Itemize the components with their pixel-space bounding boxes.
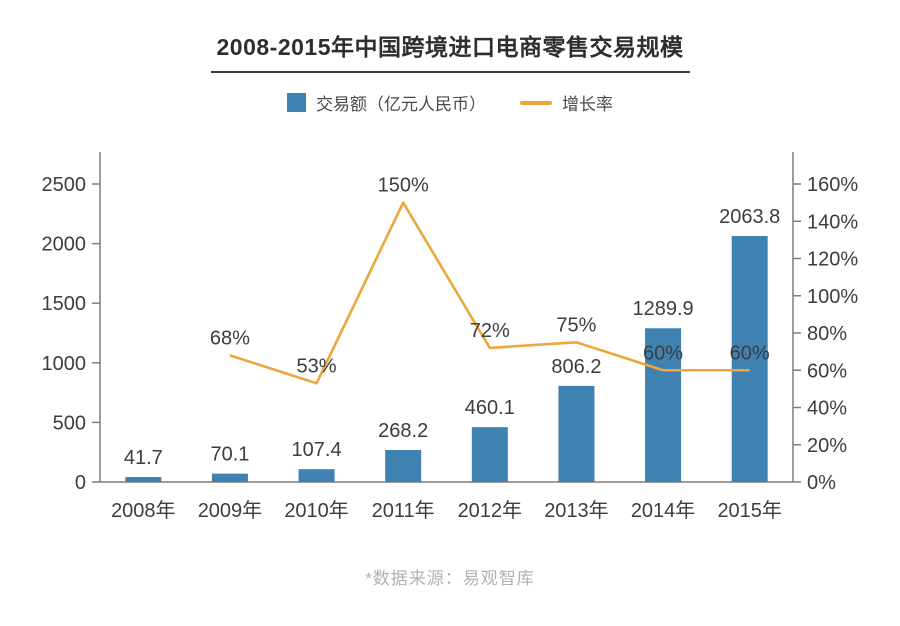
- title-block: 2008-2015年中国跨境进口电商零售交易规模: [0, 28, 900, 73]
- data-source-note: *数据来源：易观智库: [365, 569, 535, 588]
- right-axis-tick-label: 0%: [807, 472, 836, 494]
- growth-rate-label: 68%: [210, 327, 250, 349]
- bar: [731, 235, 768, 482]
- bar: [211, 473, 248, 482]
- bar-value-label: 107.4: [292, 439, 342, 461]
- x-tick-label: 2011年: [372, 499, 435, 522]
- growth-rate-label: 60%: [730, 342, 770, 364]
- left-axis-tick-label: 1500: [42, 293, 87, 315]
- right-axis-tick-label: 60%: [807, 360, 847, 382]
- bar-series-label: 交易额（亿元人民币）: [316, 95, 486, 114]
- bar: [385, 450, 422, 482]
- right-axis-tick-label: 160%: [807, 174, 858, 196]
- left-axis-tick-label: 2500: [42, 174, 87, 196]
- bar: [645, 328, 682, 482]
- legend-item-line: 增长率: [520, 90, 613, 115]
- bar-value-label: 70.1: [210, 444, 249, 466]
- left-axis-tick-label: 2000: [42, 234, 87, 256]
- bar-value-label: 268.2: [378, 420, 428, 442]
- right-axis-tick-label: 120%: [807, 249, 858, 271]
- growth-rate-label: 60%: [643, 342, 683, 364]
- right-axis-tick-label: 100%: [807, 286, 858, 308]
- right-axis-tick-label: 140%: [807, 211, 858, 233]
- bar: [125, 477, 162, 482]
- growth-rate-label: 53%: [297, 355, 337, 377]
- bar-value-label: 460.1: [465, 397, 515, 419]
- line-series-label: 增长率: [562, 95, 613, 114]
- left-axis-tick-label: 500: [53, 412, 86, 434]
- growth-rate-line: [229, 201, 750, 385]
- legend: 交易额（亿元人民币） 增长率: [0, 90, 900, 115]
- bar: [298, 469, 335, 482]
- x-tick-label: 2013年: [544, 499, 609, 522]
- bar-value-label: 1289.9: [632, 298, 693, 320]
- left-axis-tick-label: 0: [75, 472, 86, 494]
- right-axis-tick-label: 20%: [807, 435, 847, 457]
- left-axis-tick-label: 1000: [42, 353, 87, 375]
- growth-rate-label: 150%: [378, 175, 429, 197]
- right-axis-tick-label: 40%: [807, 398, 847, 420]
- legend-item-bars: 交易额（亿元人民币）: [287, 90, 486, 115]
- bar-value-label: 41.7: [124, 447, 163, 469]
- page-title: 2008-2015年中国跨境进口电商零售交易规模: [210, 28, 690, 73]
- bar-value-label: 2063.8: [719, 206, 780, 228]
- right-axis-tick-label: 80%: [807, 323, 847, 345]
- x-tick-label: 2015年: [717, 499, 782, 522]
- bar: [471, 427, 508, 482]
- x-tick-label: 2009年: [198, 499, 263, 522]
- growth-rate-label: 75%: [556, 314, 596, 336]
- line-series-swatch: [520, 100, 552, 105]
- growth-rate-label: 72%: [470, 320, 510, 342]
- x-tick-label: 2014年: [631, 499, 696, 522]
- bar: [558, 385, 595, 482]
- bar-line-chart: 0 500 1000 1500 2000 2500 0% 20% 40% 60% 80% 100% 12…: [42, 152, 858, 522]
- bar-value-label: 806.2: [551, 356, 601, 378]
- x-tick-label: 2012年: [458, 499, 523, 522]
- x-tick-label: 2010年: [284, 499, 349, 522]
- bar-series-swatch: [287, 93, 306, 112]
- chart-area: 0 500 1000 1500 2000 2500 0% 20% 40% 60% 80% 100% 12…: [0, 135, 900, 555]
- x-tick-label: 2008年: [111, 499, 176, 522]
